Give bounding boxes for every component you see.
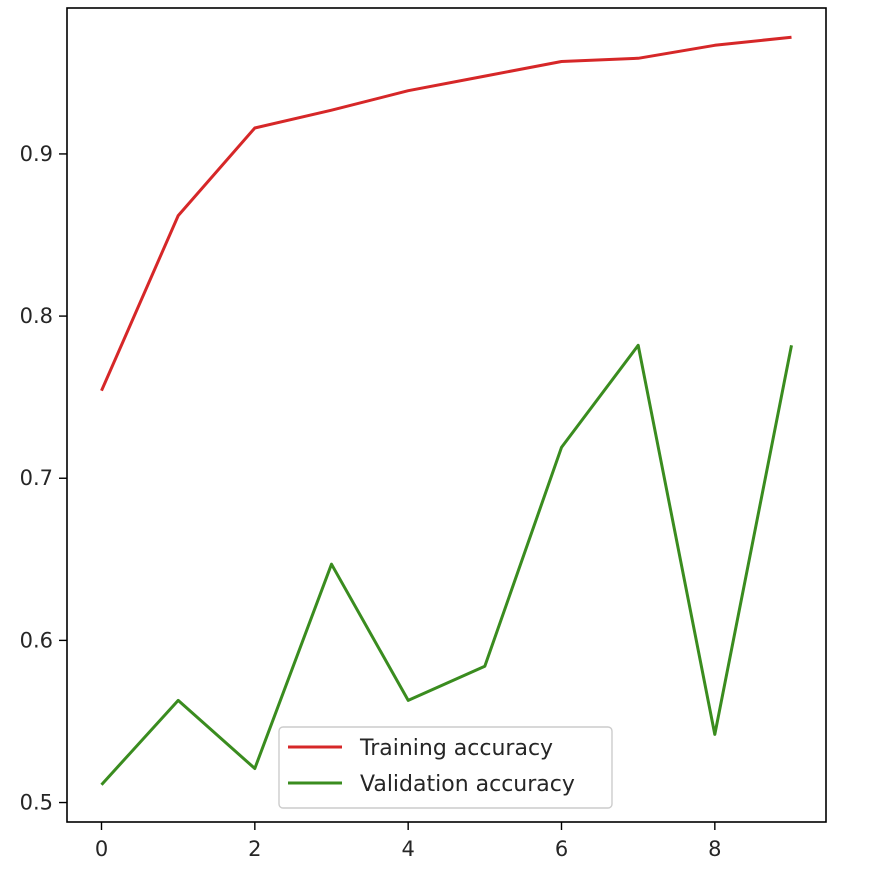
legend: Training accuracy Validation accuracy (278, 726, 613, 809)
plot-area (66, 7, 827, 823)
x-tick-label: 6 (555, 837, 568, 861)
y-axis: 0.5 0.6 0.7 0.8 0.9 (20, 142, 67, 815)
x-tick-label: 4 (401, 837, 414, 861)
x-tick-label: 8 (708, 837, 721, 861)
legend-box (278, 726, 613, 809)
legend-label-training: Training accuracy (359, 736, 553, 761)
y-tick-label: 0.7 (20, 466, 53, 490)
x-axis: 0 2 4 6 8 (95, 822, 722, 861)
y-tick-label: 0.5 (20, 791, 53, 815)
series-lines (100, 35, 793, 786)
y-tick-label: 0.9 (20, 142, 53, 166)
legend-label-validation: Validation accuracy (360, 772, 575, 797)
series-line-training (100, 35, 792, 392)
series-line-validation (100, 343, 793, 786)
x-tick-label: 0 (95, 837, 108, 861)
y-tick-label: 0.6 (20, 628, 53, 652)
x-tick-label: 2 (248, 837, 261, 861)
y-tick-label: 0.8 (20, 304, 53, 328)
